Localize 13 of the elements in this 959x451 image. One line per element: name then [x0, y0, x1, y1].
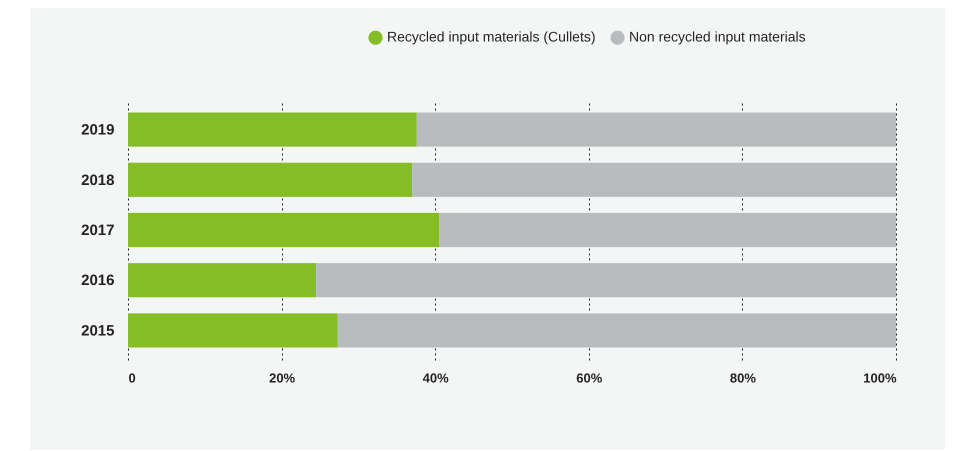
y-tick-label: 2018 [81, 172, 114, 189]
legend-label: Non recycled input materials [629, 28, 806, 45]
x-tick-label: 100% [863, 370, 897, 386]
x-tick-label: 0 [128, 370, 136, 386]
y-tick-label: 2016 [81, 272, 114, 290]
x-tick-label: 80% [730, 370, 756, 386]
x-tick-label: 20% [269, 370, 296, 386]
y-tick-label: 2019 [81, 122, 114, 139]
x-tick-label: 40% [422, 370, 450, 386]
x-tick-label: 60% [576, 370, 603, 386]
y-tick-label: 2017 [81, 222, 114, 239]
y-tick-label: 2015 [81, 322, 114, 340]
legend-label: Recycled input materials (Cullets) [387, 28, 596, 45]
